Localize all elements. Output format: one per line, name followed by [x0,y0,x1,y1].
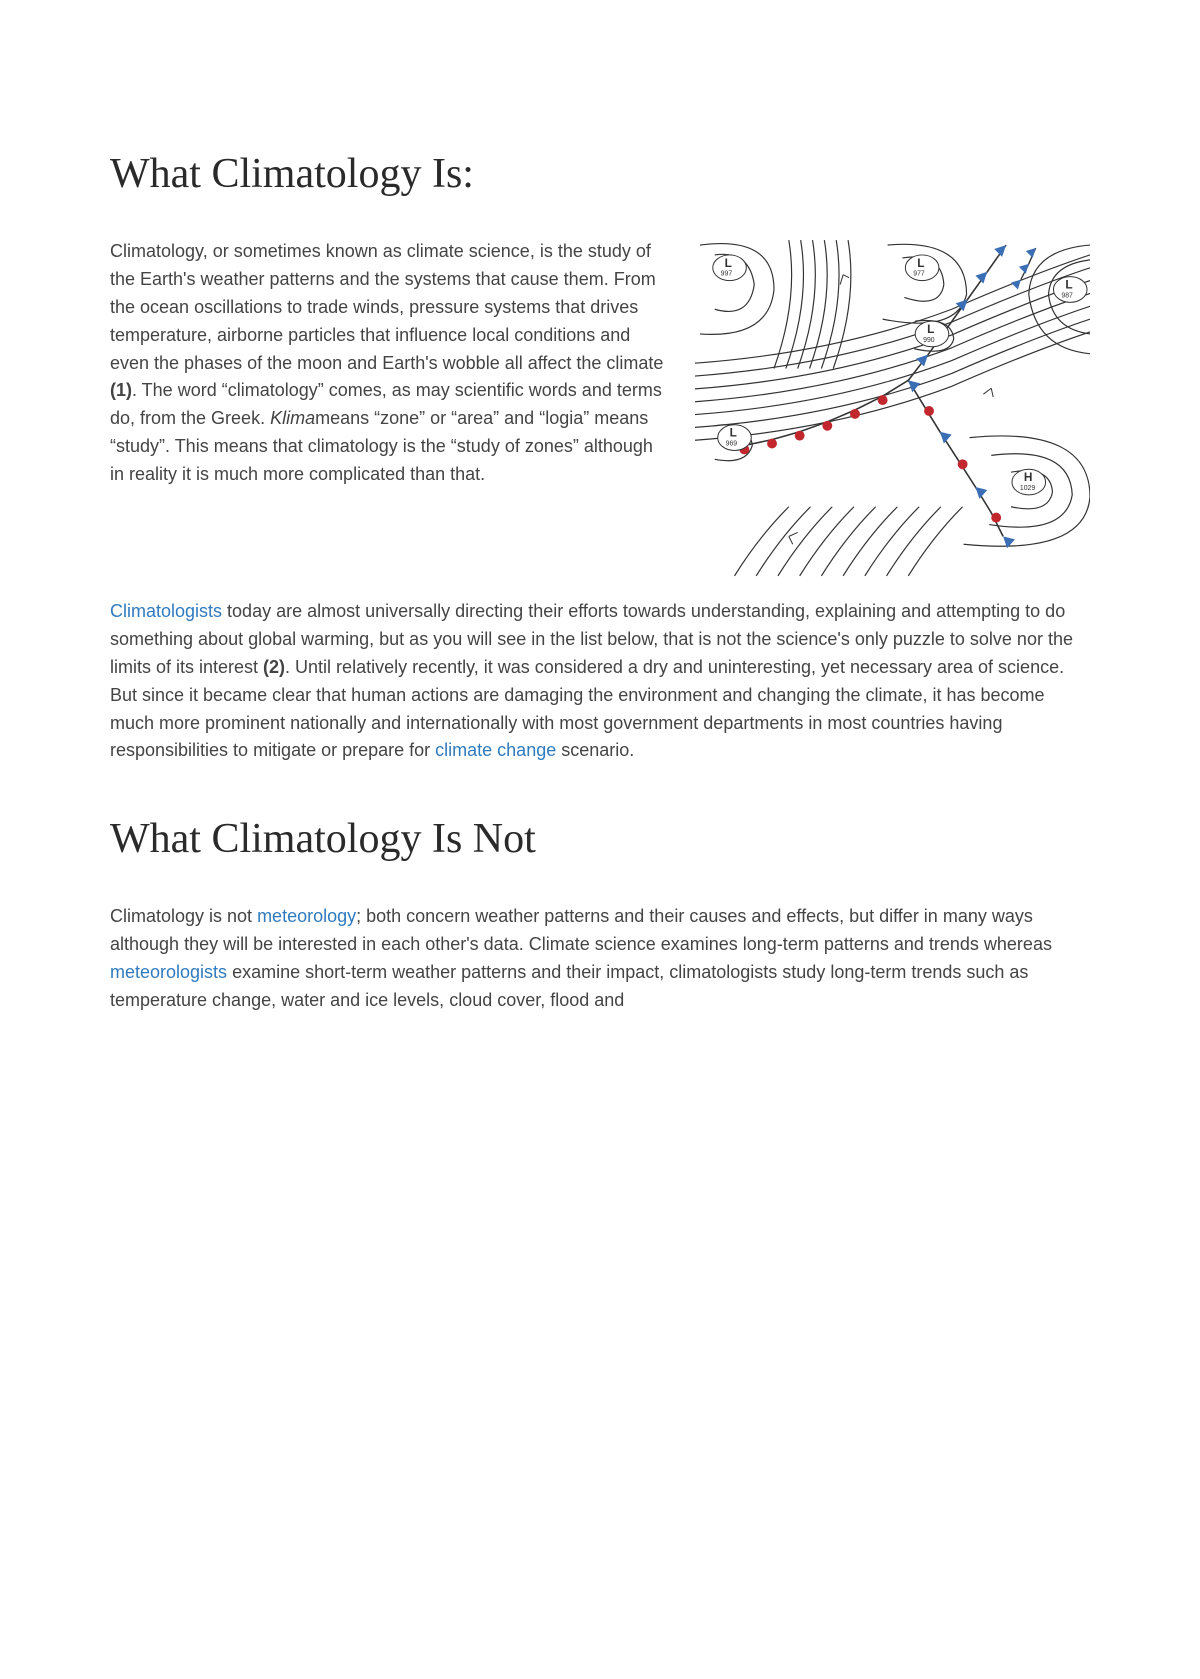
text-run: Climatology, or sometimes known as clima… [110,241,663,373]
link-meteorology[interactable]: meteorology [257,906,356,926]
para-what-is-2: Climatologists today are almost universa… [110,598,1090,765]
section-heading-what-is-not: What Climatology Is Not [110,815,1090,863]
text-run: Climatology is not [110,906,257,926]
link-climatologists[interactable]: Climatologists [110,601,222,621]
svg-text:990: 990 [923,337,935,344]
link-meteorologists[interactable]: meteorologists [110,962,227,982]
para-what-is-not-1: Climatology is not meteorology; both con… [110,903,1090,1015]
intro-text-column: Climatology, or sometimes known as clima… [110,238,671,507]
italic-term-klima: Klima [270,408,315,428]
svg-text:1029: 1029 [1020,485,1036,492]
svg-text:L: L [1065,278,1072,292]
svg-text:977: 977 [913,271,925,278]
weather-map-svg: L997L977L987L990L969H1029 [695,238,1090,578]
svg-text:L: L [725,256,732,270]
text-run: examine short-term weather patterns and … [110,962,1028,1010]
para-what-is-1: Climatology, or sometimes known as clima… [110,238,671,489]
weather-map-figure: L997L977L987L990L969H1029 [695,238,1090,578]
svg-text:L: L [917,256,924,270]
text-run: scenario. [556,740,634,760]
citation-ref-1: (1) [110,380,132,400]
section-heading-what-is: What Climatology Is: [110,150,1090,198]
intro-row: Climatology, or sometimes known as clima… [110,238,1090,578]
svg-text:L: L [927,322,934,336]
svg-text:H: H [1024,470,1033,484]
svg-text:997: 997 [721,271,733,278]
citation-ref-2: (2) [263,657,285,677]
svg-text:L: L [730,426,737,440]
svg-text:969: 969 [726,441,738,448]
link-climate-change[interactable]: climate change [435,740,556,760]
svg-text:987: 987 [1061,292,1073,299]
